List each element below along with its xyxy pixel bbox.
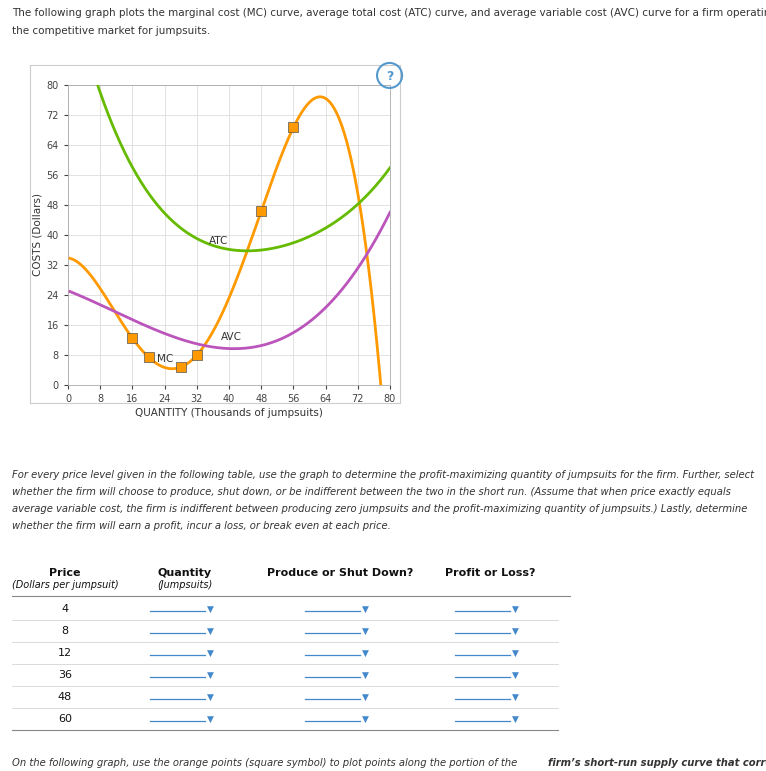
- Text: Produce or Shut Down?: Produce or Shut Down?: [267, 568, 413, 578]
- X-axis label: QUANTITY (Thousands of jumpsuits): QUANTITY (Thousands of jumpsuits): [135, 408, 323, 418]
- Text: ▼: ▼: [512, 692, 519, 702]
- Text: On the following graph, use the orange points (square symbol) to plot points alo: On the following graph, use the orange p…: [12, 758, 520, 768]
- Text: ▼: ▼: [512, 648, 519, 658]
- Text: ▼: ▼: [362, 648, 369, 658]
- Text: ▼: ▼: [362, 692, 369, 702]
- Text: average variable cost, the firm is indifferent between producing zero jumpsuits : average variable cost, the firm is indif…: [12, 504, 748, 514]
- Text: Price: Price: [49, 568, 80, 578]
- Text: ▼: ▼: [512, 671, 519, 679]
- Text: ▼: ▼: [207, 604, 214, 614]
- Text: ▼: ▼: [362, 671, 369, 679]
- Text: For every price level given in the following table, use the graph to determine t: For every price level given in the follo…: [12, 470, 754, 480]
- Point: [287, 121, 300, 133]
- Text: ▼: ▼: [207, 715, 214, 723]
- Text: MC: MC: [156, 355, 173, 365]
- Text: Profit or Loss?: Profit or Loss?: [445, 568, 535, 578]
- Text: AVC: AVC: [221, 332, 242, 342]
- Text: (Jumpsuits): (Jumpsuits): [157, 580, 213, 590]
- Text: ATC: ATC: [209, 237, 228, 247]
- Text: ▼: ▼: [362, 604, 369, 614]
- Text: ▼: ▼: [512, 627, 519, 635]
- Text: 48: 48: [58, 692, 72, 702]
- Point: [142, 351, 155, 363]
- Text: the competitive market for jumpsuits.: the competitive market for jumpsuits.: [12, 26, 210, 36]
- Text: The following graph plots the marginal cost (MC) curve, average total cost (ATC): The following graph plots the marginal c…: [12, 8, 766, 18]
- Text: whether the firm will earn a profit, incur a loss, or break even at each price.: whether the firm will earn a profit, inc…: [12, 521, 391, 531]
- Text: (Dollars per jumpsuit): (Dollars per jumpsuit): [11, 580, 118, 590]
- Text: ?: ?: [386, 69, 393, 82]
- Text: ▼: ▼: [362, 715, 369, 723]
- Text: firm’s short-run supply curve that corresponds: firm’s short-run supply curve that corre…: [548, 758, 766, 768]
- Text: 60: 60: [58, 714, 72, 724]
- Point: [126, 332, 139, 345]
- Point: [191, 349, 203, 362]
- Text: Quantity: Quantity: [158, 568, 212, 578]
- Text: 4: 4: [61, 604, 69, 614]
- Text: ▼: ▼: [207, 627, 214, 635]
- Point: [255, 205, 267, 217]
- Y-axis label: COSTS (Dollars): COSTS (Dollars): [32, 194, 42, 277]
- Text: ▼: ▼: [207, 671, 214, 679]
- Text: ▼: ▼: [207, 692, 214, 702]
- Text: ▼: ▼: [512, 604, 519, 614]
- Point: [175, 361, 187, 373]
- Text: ▼: ▼: [207, 648, 214, 658]
- Text: 8: 8: [61, 626, 69, 636]
- Text: ▼: ▼: [512, 715, 519, 723]
- Text: 12: 12: [58, 648, 72, 658]
- Text: whether the firm will choose to produce, shut down, or be indifferent between th: whether the firm will choose to produce,…: [12, 487, 731, 497]
- Text: ▼: ▼: [362, 627, 369, 635]
- Text: 36: 36: [58, 670, 72, 680]
